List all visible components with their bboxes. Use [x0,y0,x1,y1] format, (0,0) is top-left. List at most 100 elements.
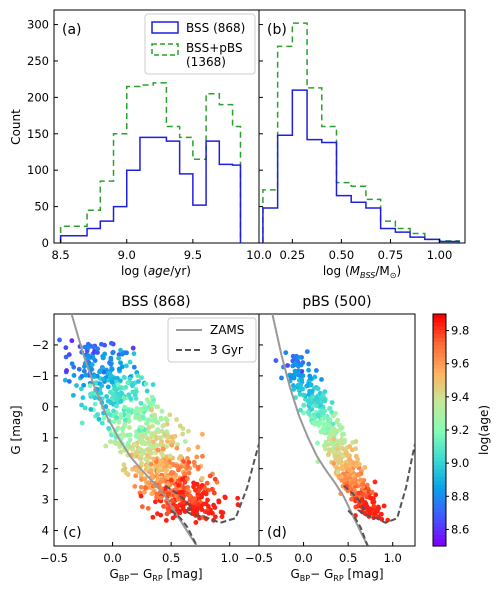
data-point [107,389,113,395]
data-point [293,360,299,366]
data-point [185,428,191,434]
data-point [114,403,119,409]
data-point [315,386,321,392]
y-tick-label: 0 [42,236,49,250]
colorbar-cell [433,453,446,458]
legend-hist: BSS (868) BSS+pBS (1368) [144,13,256,75]
data-point [97,368,103,374]
data-point [83,372,89,378]
data-point [155,447,161,453]
data-point [319,377,324,382]
data-point [178,454,184,459]
data-point [87,383,93,389]
data-point [111,383,117,389]
data-point [62,377,68,383]
data-point [306,361,312,367]
data-point [179,489,185,495]
colorbar-cell [433,464,446,470]
x-tick-label: 10.0 [246,248,272,262]
data-point [327,447,332,453]
data-point [355,456,361,462]
data-point [356,490,362,496]
data-point [359,497,365,502]
colorbar-cell [433,325,446,331]
data-point [192,496,198,502]
data-point [212,514,218,520]
data-point [155,404,161,410]
data-point [194,481,200,487]
x-tick-label: 0.0 [103,551,121,565]
colorbar-cell [433,321,446,327]
colorbar-cell [433,372,446,377]
data-point [194,454,200,460]
data-point [109,366,115,371]
legend-label-bss: BSS (868) [186,21,245,35]
colorbar-cell [433,542,446,547]
colorbar-cell [433,445,446,450]
cmd-pbs: −0.5 0.0 0.5 1.0 [245,314,415,565]
data-point [158,495,164,501]
data-point [315,399,321,405]
hist-series-bss [262,89,460,243]
data-point [185,456,190,461]
data-point [95,412,101,417]
data-point [137,446,143,452]
data-point [176,467,181,473]
data-point [146,425,152,431]
data-point [193,487,198,493]
data-point [216,499,222,505]
data-point [164,511,170,517]
data-point [99,383,105,389]
y-tick-label: 50 [34,200,49,214]
data-point [290,372,296,378]
colorbar-cell [433,507,446,512]
data-point [309,406,315,412]
data-point [181,499,187,505]
data-point [151,412,157,418]
data-point [174,417,179,422]
data-point [170,470,176,476]
data-point [123,470,129,476]
data-point [114,396,119,402]
data-point [114,415,119,420]
data-point [338,456,344,462]
data-point [335,469,341,475]
data-point [167,412,173,418]
data-point [371,503,377,509]
legend-label-iso: 3 Gyr [210,343,243,357]
data-point [167,453,173,459]
colorbar-cell [433,414,446,419]
data-point [113,441,119,447]
data-point [174,445,180,451]
data-point [196,464,201,470]
data-point [122,417,128,423]
data-point [285,363,290,368]
data-point [291,386,297,392]
panel-label-b: (b) [267,22,287,38]
colorbar-cell [433,314,446,319]
colorbar-cell [433,488,446,493]
data-point [199,431,205,437]
data-point [104,394,109,399]
data-point [297,373,303,378]
data-point [133,415,139,420]
data-point [151,439,156,445]
colorbar-cell [433,364,446,369]
x-tick-label: 0.5 [162,551,180,565]
data-point [364,503,370,509]
data-point [105,398,111,404]
data-point [341,447,347,453]
data-point [139,460,144,466]
x-tick-label: −0.5 [40,551,68,565]
data-point [131,364,137,370]
y-tick-label: 4 [42,524,49,538]
data-point [130,389,136,395]
title-bss: BSS (868) [121,294,190,310]
data-point [138,456,144,462]
data-point [160,446,166,452]
data-point [76,366,82,372]
data-point [144,388,150,394]
panel-d-frame [258,313,416,547]
title-pbs: pBS (500) [302,294,371,310]
